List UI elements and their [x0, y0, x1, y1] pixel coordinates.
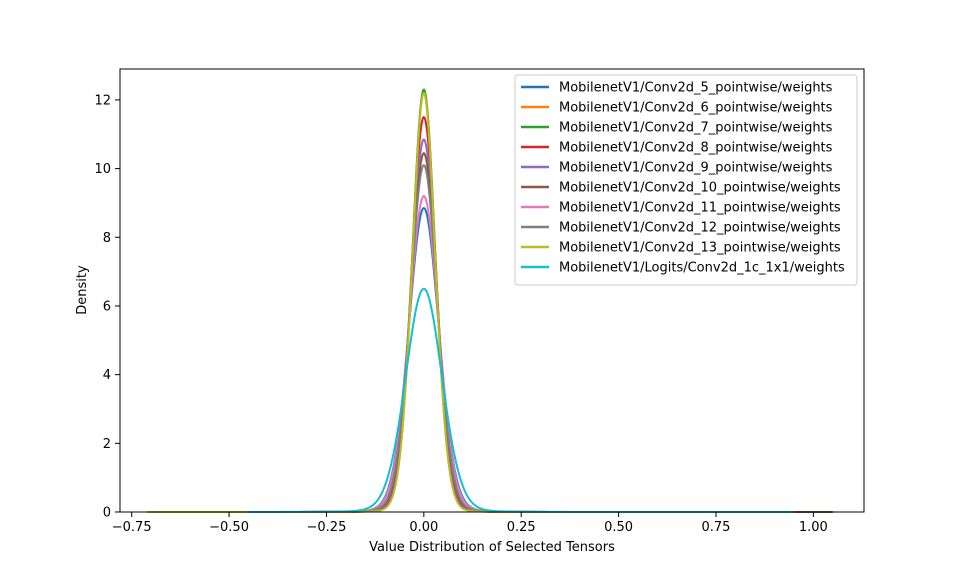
- x-tick-label: 0.00: [409, 520, 438, 535]
- y-tick-label: 4: [103, 368, 111, 383]
- legend: MobilenetV1/Conv2d_5_pointwise/weights Mo…: [514, 74, 858, 286]
- x-axis: −0.75 −0.50 −0.25 0.00 0.25 0.50 0.75 1.00: [112, 512, 828, 535]
- y-tick-label: 2: [103, 437, 111, 452]
- x-tick-label: 0.50: [604, 520, 633, 535]
- y-axis-label: Density: [75, 265, 90, 315]
- legend-box: [514, 74, 858, 286]
- legend-label: MobilenetV1/Conv2d_12_pointwise/weights: [559, 221, 841, 236]
- legend-label: MobilenetV1/Conv2d_5_pointwise/weights: [559, 81, 833, 96]
- x-tick-label: −0.25: [307, 520, 347, 535]
- legend-label: MobilenetV1/Conv2d_11_pointwise/weights: [559, 201, 841, 216]
- y-axis: 0 2 4 6 8 10 12: [94, 93, 120, 521]
- x-tick-label: −0.50: [209, 520, 249, 535]
- legend-label: MobilenetV1/Conv2d_7_pointwise/weights: [559, 121, 833, 136]
- y-tick-label: 8: [103, 231, 111, 246]
- x-tick-label: 1.00: [799, 520, 828, 535]
- legend-label: MobilenetV1/Conv2d_13_pointwise/weights: [559, 241, 841, 256]
- legend-label: MobilenetV1/Conv2d_6_pointwise/weights: [559, 101, 833, 116]
- legend-label: MobilenetV1/Conv2d_10_pointwise/weights: [559, 181, 841, 196]
- y-tick-label: 6: [103, 299, 111, 314]
- x-axis-label: Value Distribution of Selected Tensors: [369, 540, 615, 555]
- y-tick-label: 10: [94, 162, 111, 177]
- plot-frame: [119, 68, 865, 513]
- y-tick-label: 0: [103, 506, 111, 521]
- legend-label: MobilenetV1/Logits/Conv2d_1c_1x1/weights: [559, 261, 845, 276]
- y-tick-label: 12: [94, 93, 111, 108]
- legend-label: MobilenetV1/Conv2d_9_pointwise/weights: [559, 161, 833, 176]
- x-tick-label: 0.75: [702, 520, 731, 535]
- legend-label: MobilenetV1/Conv2d_8_pointwise/weights: [559, 141, 833, 156]
- x-tick-label: 0.25: [507, 520, 536, 535]
- x-tick-label: −0.75: [112, 520, 152, 535]
